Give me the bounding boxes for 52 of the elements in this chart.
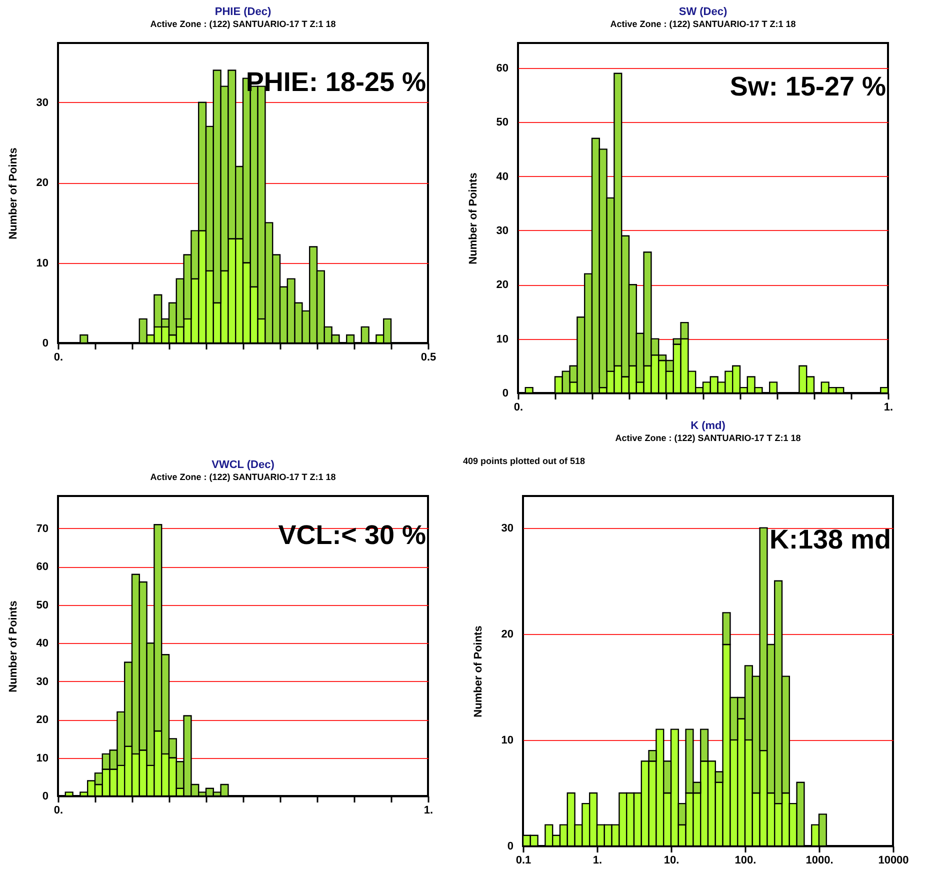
x-tick-label: 0.: [514, 402, 524, 414]
x-tick-label: 10000: [878, 854, 909, 866]
y-tick-label: 60: [36, 561, 48, 574]
chart-subtitle: Active Zone : (122) SANTUARIO-17 T Z:1 18: [610, 19, 796, 29]
chart-subtitle: Active Zone : (122) SANTUARIO-17 T Z:1 18: [150, 472, 336, 482]
y-tick-label: 10: [36, 752, 48, 764]
x-tick-label: 0.: [54, 804, 64, 816]
y-tick-label: 0: [42, 790, 48, 802]
y-tick-label: 10: [36, 257, 48, 270]
annotation: PHIE: 18-25 %: [246, 67, 426, 97]
y-tick-label: 30: [501, 522, 514, 534]
chart-title: VWCL (Dec): [212, 459, 275, 471]
chart-title: SW (Dec): [678, 6, 728, 18]
y-axis-title: Number of Points: [472, 626, 484, 718]
y-tick-label: 20: [36, 177, 48, 190]
y-axis-title: Number of Points: [467, 172, 480, 264]
y-tick-label: 40: [496, 170, 508, 183]
x-tick-label: 0.1: [516, 854, 532, 866]
annotation: K:138 md: [769, 524, 891, 554]
y-tick-label: 10: [501, 734, 514, 746]
chart-subtitle: Active Zone : (122) SANTUARIO-17 T Z:1 18: [150, 19, 336, 29]
y-tick-label: 20: [501, 628, 514, 640]
chart-title: PHIE (Dec): [214, 6, 272, 18]
y-tick-label: 50: [496, 116, 508, 129]
x-tick-label: 1000.: [806, 854, 834, 866]
chart-title: K (md): [690, 420, 726, 432]
y-tick-label: 30: [36, 96, 48, 109]
y-tick-label: 20: [36, 714, 48, 726]
annotation: VCL:< 30 %: [278, 520, 426, 550]
y-axis-title: Number of Points: [7, 600, 20, 692]
y-tick-label: 50: [36, 599, 48, 612]
x-tick-label: 0.: [54, 352, 64, 364]
y-tick-label: 60: [496, 62, 508, 74]
y-tick-label: 30: [496, 224, 508, 237]
y-tick-label: 0: [507, 840, 514, 852]
y-tick-label: 70: [36, 522, 48, 535]
annotation: Sw: 15-27 %: [730, 72, 886, 102]
x-tick-label: 100.: [734, 854, 756, 866]
x-tick-label: 1.: [884, 402, 894, 414]
x-tick-label: 10.: [664, 854, 680, 866]
x-tick-label: 0.5: [420, 352, 436, 364]
y-tick-label: 40: [36, 638, 48, 650]
y-tick-label: 10: [496, 333, 508, 346]
y-tick-label: 0: [42, 338, 48, 350]
x-tick-label: 1.: [424, 804, 434, 816]
y-tick-label: 0: [502, 388, 508, 400]
chart-subtitle: Active Zone : (122) SANTUARIO-17 T Z:1 18: [615, 433, 801, 443]
text: 409 points plotted out of 518: [463, 456, 586, 466]
y-tick-label: 20: [496, 279, 508, 292]
y-tick-label: 30: [36, 676, 48, 688]
y-axis-title: Number of Points: [7, 148, 20, 240]
x-tick-label: 1.: [592, 854, 602, 866]
